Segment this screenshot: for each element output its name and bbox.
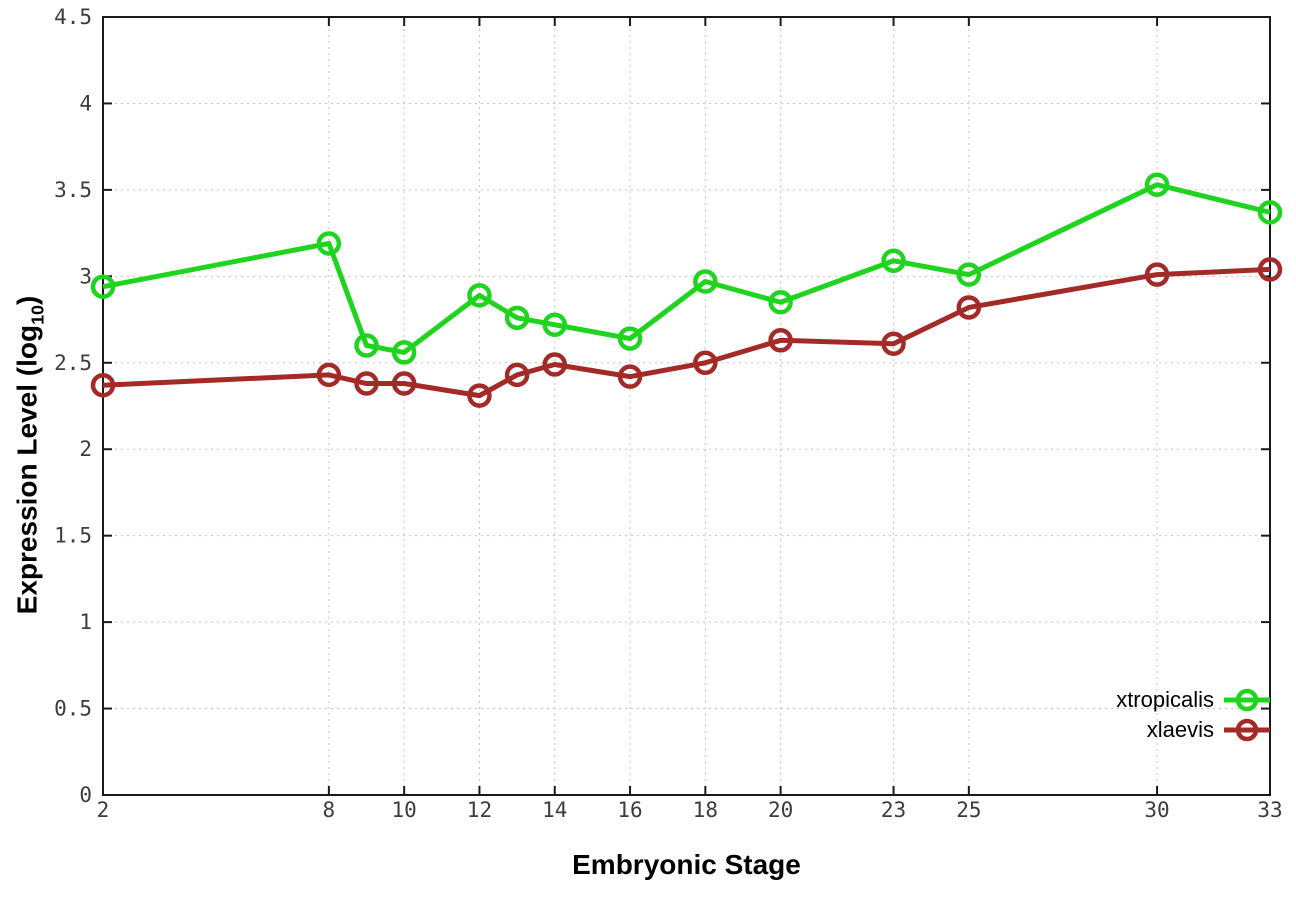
series-line-xlaevis [102, 266, 1271, 399]
data-point-xtropicalis [693, 269, 718, 294]
y-tick-label: 4.5 [54, 5, 92, 29]
y-tick-label: 2.5 [54, 351, 92, 375]
x-tick-label: 2 [97, 798, 110, 822]
y-axis-title: Expression Level (log10) [12, 296, 49, 615]
data-point-xtropicalis [1257, 200, 1283, 225]
series-line-xtropicalis [102, 182, 1271, 355]
y-tick-label: 0.5 [54, 697, 92, 721]
data-point-xtropicalis [542, 312, 567, 337]
x-tick-label: 12 [467, 798, 492, 822]
data-point-xlaevis [1144, 262, 1170, 287]
x-tick-label: 10 [392, 798, 417, 822]
y-axis-title-suffix: ) [11, 295, 43, 305]
y-tick-label: 1.5 [54, 524, 92, 548]
x-axis-title: Embryonic Stage [572, 849, 801, 880]
x-tick-label: 25 [956, 798, 981, 822]
data-point-xtropicalis [881, 248, 906, 274]
y-tick-label: 3.5 [54, 178, 92, 202]
y-tick-label: 4 [79, 91, 92, 115]
data-point-xlaevis [1257, 257, 1283, 282]
data-point-xlaevis [542, 352, 567, 377]
data-point-xlaevis [768, 328, 793, 353]
data-point-xtropicalis [768, 290, 793, 315]
data-point-xtropicalis [1144, 172, 1170, 197]
data-point-xlaevis [504, 362, 530, 388]
data-point-xtropicalis [316, 231, 342, 256]
data-point-xlaevis [90, 373, 116, 398]
data-point-xlaevis [354, 371, 379, 396]
data-point-xtropicalis [90, 274, 116, 299]
y-tick-label: 3 [79, 264, 92, 288]
series-marker-icon [1224, 688, 1270, 712]
x-tick-label: 18 [693, 798, 718, 822]
data-point-xtropicalis [354, 333, 379, 358]
data-point-xtropicalis [391, 340, 417, 365]
data-point-xlaevis [881, 331, 906, 357]
y-axis-title-text: Expression Level (log [11, 324, 43, 615]
y-tick-label: 2 [79, 437, 92, 461]
data-point-xtropicalis [467, 283, 492, 308]
x-tick-label: 8 [323, 798, 336, 822]
legend-label: xtropicalis [1116, 687, 1214, 712]
x-tick-label: 33 [1257, 798, 1282, 822]
data-point-xtropicalis [504, 305, 530, 331]
y-axis-title-subscript: 10 [27, 304, 48, 325]
x-tick-label: 30 [1144, 798, 1169, 822]
legend-item-xtropicalis: xtropicalis [1116, 685, 1270, 715]
x-tick-label: 16 [617, 798, 642, 822]
plot-border [102, 16, 1271, 796]
data-point-xlaevis [467, 383, 492, 408]
y-tick-label: 0 [79, 783, 92, 807]
data-point-xlaevis [391, 371, 417, 396]
legend-item-xlaevis: xlaevis [1116, 715, 1270, 745]
y-tick-label: 1 [79, 610, 92, 634]
data-point-xlaevis [617, 364, 643, 389]
data-point-xtropicalis [617, 326, 643, 351]
data-point-xlaevis [956, 295, 982, 320]
legend-label: xlaevis [1146, 717, 1214, 742]
x-tick-label: 20 [768, 798, 793, 822]
data-point-xlaevis [693, 350, 718, 376]
series-marker-icon [1224, 718, 1270, 742]
legend: xtropicalis xlaevis [1116, 685, 1270, 745]
data-point-xlaevis [316, 362, 342, 388]
x-tick-label: 14 [542, 798, 567, 822]
x-tick-label: 23 [881, 798, 906, 822]
data-point-xtropicalis [956, 262, 982, 287]
